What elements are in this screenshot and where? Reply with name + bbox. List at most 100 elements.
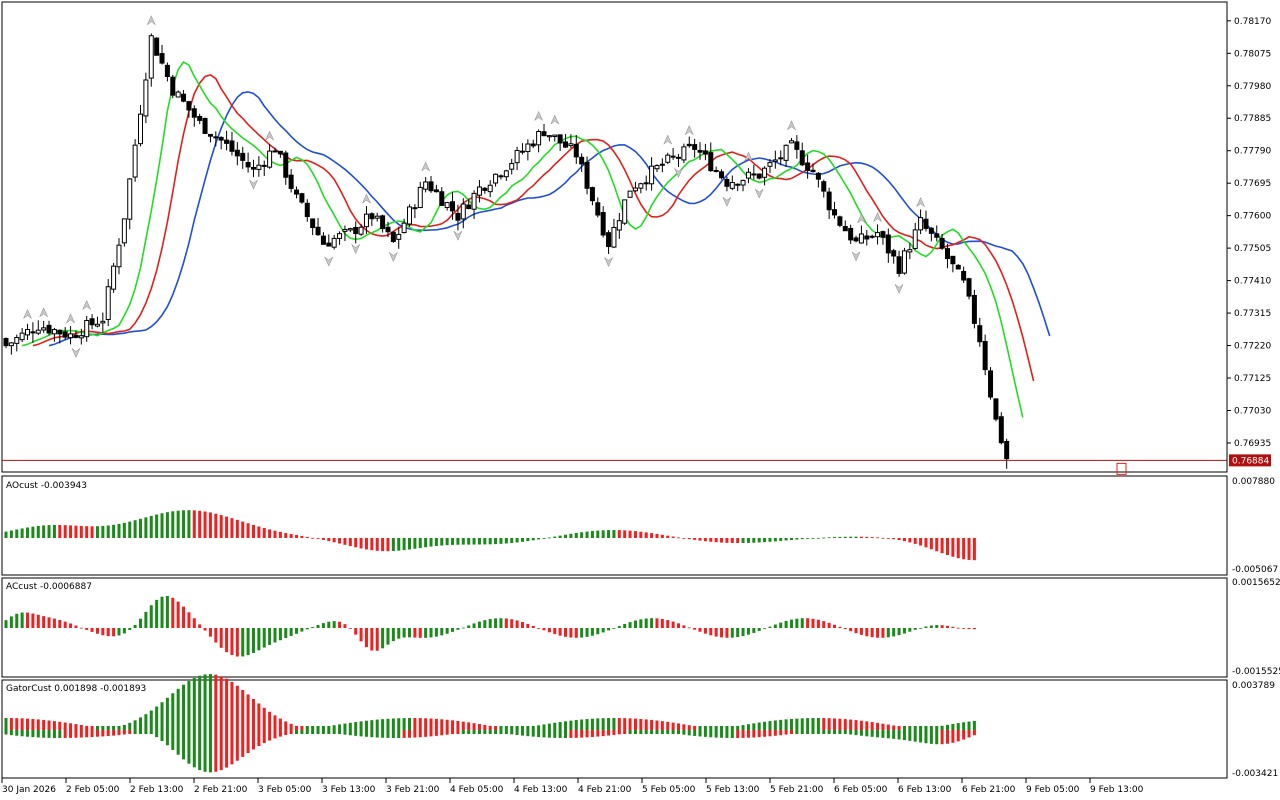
candle[interactable] — [498, 174, 504, 180]
candle[interactable] — [41, 320, 47, 333]
candle[interactable] — [848, 224, 854, 245]
candle[interactable] — [842, 220, 848, 232]
candle[interactable] — [573, 135, 579, 164]
candle[interactable] — [552, 134, 558, 142]
candle[interactable] — [444, 201, 450, 211]
candle[interactable] — [767, 158, 773, 174]
candle[interactable] — [482, 187, 488, 194]
candle[interactable] — [304, 199, 310, 222]
candle[interactable] — [783, 144, 789, 167]
candle[interactable] — [127, 178, 133, 230]
candle[interactable] — [563, 134, 569, 148]
candle[interactable] — [245, 152, 251, 173]
candle[interactable] — [342, 225, 348, 242]
candle[interactable] — [988, 367, 994, 400]
candle[interactable] — [369, 212, 375, 226]
candle[interactable] — [923, 210, 929, 232]
candle[interactable] — [627, 190, 633, 198]
candle[interactable] — [955, 264, 961, 270]
candle[interactable] — [374, 212, 380, 222]
candle[interactable] — [51, 327, 57, 342]
candle[interactable] — [837, 215, 843, 228]
candle[interactable] — [181, 90, 187, 103]
candle[interactable] — [772, 150, 778, 169]
candle[interactable] — [234, 142, 240, 166]
candle[interactable] — [794, 135, 800, 159]
candle[interactable] — [778, 150, 784, 166]
candle[interactable] — [971, 289, 977, 329]
candle[interactable] — [799, 142, 805, 167]
candle[interactable] — [46, 320, 52, 336]
candle[interactable] — [191, 105, 197, 127]
candle[interactable] — [891, 248, 897, 264]
candle[interactable] — [568, 134, 574, 148]
candle[interactable] — [735, 183, 741, 192]
candle[interactable] — [385, 221, 391, 238]
candle[interactable] — [353, 221, 359, 244]
candle[interactable] — [363, 206, 369, 234]
candle[interactable] — [423, 177, 429, 193]
candle[interactable] — [186, 101, 192, 118]
candle[interactable] — [546, 135, 552, 142]
candle[interactable] — [977, 317, 983, 347]
candle[interactable] — [589, 186, 595, 206]
candle[interactable] — [530, 139, 536, 149]
candle[interactable] — [832, 201, 838, 219]
candle[interactable] — [519, 143, 525, 155]
candle[interactable] — [288, 169, 294, 193]
candle[interactable] — [724, 176, 730, 192]
candle[interactable] — [939, 233, 945, 250]
candle[interactable] — [600, 206, 606, 238]
candle[interactable] — [401, 218, 407, 234]
candle[interactable] — [912, 222, 918, 250]
candle[interactable] — [207, 133, 213, 143]
candle[interactable] — [261, 160, 267, 177]
candle[interactable] — [702, 143, 708, 161]
candle[interactable] — [224, 130, 230, 151]
candle[interactable] — [557, 134, 563, 152]
candle[interactable] — [686, 136, 692, 148]
candle[interactable] — [869, 234, 875, 239]
candle[interactable] — [665, 152, 671, 165]
candle[interactable] — [676, 154, 681, 168]
candle[interactable] — [681, 143, 687, 164]
candle[interactable] — [622, 199, 628, 226]
candle[interactable] — [19, 328, 25, 343]
candle[interactable] — [73, 330, 79, 339]
candle[interactable] — [901, 247, 907, 275]
candle[interactable] — [256, 156, 262, 177]
candle[interactable] — [111, 262, 117, 293]
candle[interactable] — [616, 213, 622, 239]
candle[interactable] — [267, 144, 273, 169]
candle[interactable] — [584, 156, 590, 195]
candle[interactable] — [121, 218, 127, 247]
candle[interactable] — [692, 138, 698, 158]
candle[interactable] — [14, 334, 20, 352]
candle[interactable] — [433, 184, 439, 193]
candle[interactable] — [659, 158, 665, 173]
candle[interactable] — [493, 173, 499, 187]
candle[interactable] — [170, 74, 176, 99]
candle[interactable] — [998, 412, 1004, 445]
candle[interactable] — [132, 139, 138, 182]
candle[interactable] — [466, 198, 472, 210]
candle[interactable] — [864, 230, 870, 246]
candle[interactable] — [94, 316, 100, 328]
candle[interactable] — [417, 181, 423, 209]
candle[interactable] — [885, 228, 891, 263]
candle[interactable] — [277, 150, 283, 158]
candle[interactable] — [320, 232, 326, 245]
candle[interactable] — [476, 180, 482, 203]
candle[interactable] — [756, 173, 762, 180]
candle[interactable] — [35, 320, 41, 336]
candle[interactable] — [536, 129, 542, 153]
candle[interactable] — [331, 234, 337, 250]
candle[interactable] — [250, 159, 256, 178]
candle[interactable] — [509, 158, 515, 175]
candle[interactable] — [805, 154, 811, 179]
candle[interactable] — [503, 169, 509, 181]
candle[interactable] — [708, 142, 714, 172]
candle[interactable] — [390, 231, 396, 243]
candle[interactable] — [272, 147, 278, 153]
